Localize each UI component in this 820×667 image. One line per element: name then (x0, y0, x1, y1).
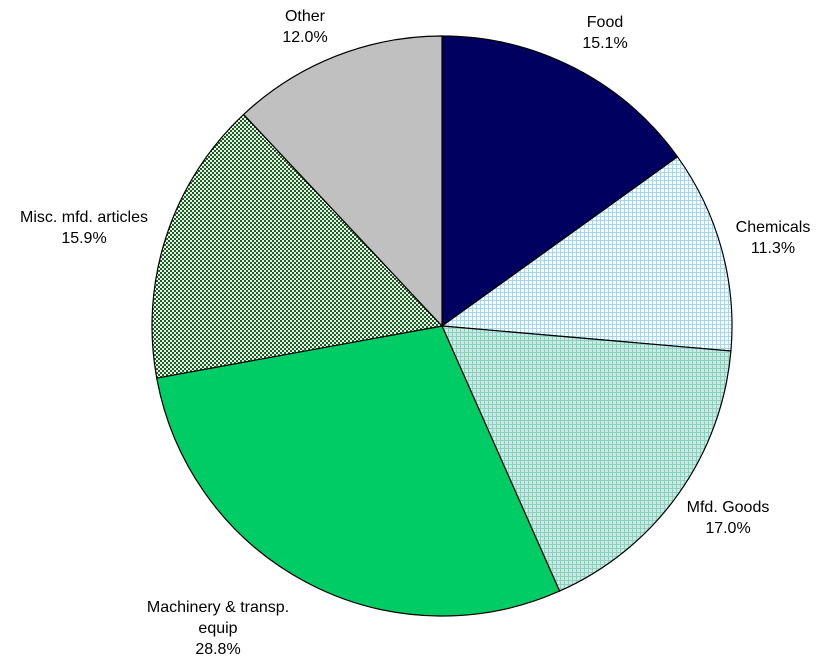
slice-label-food: Food 15.1% (582, 14, 627, 52)
pie-slice-food (441, 35, 679, 328)
pie-slice-mfd-goods (441, 325, 732, 592)
pie-slice-machinery-transp-equip (156, 325, 561, 617)
pie-labels: Food 15.1% Chemicals 11.3% Mfd. Goods 17.0% Ma… (20, 8, 810, 658)
pie-slice-misc-mfd-articles (151, 113, 444, 379)
slice-label-other: Other 12.0% (282, 8, 327, 46)
pie-slices (151, 35, 733, 617)
slice-label-chemicals: Chemicals 11.3% (736, 219, 811, 257)
slice-label-misc-mfd-articles: Misc. mfd. articles 15.9% (20, 209, 148, 247)
slice-label-mfd-goods: Mfd. Goods 17.0% (687, 499, 770, 537)
pie-slice-other (242, 35, 443, 328)
pie-slice-chemicals (440, 155, 733, 352)
slice-label-machinery-transp-equip: Machinery & transp. equip 28.8% (147, 599, 289, 658)
